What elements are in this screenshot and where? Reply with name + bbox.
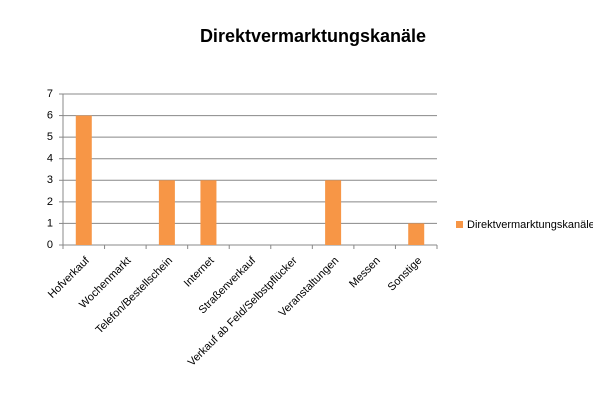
chart-title: Direktvermarktungskanäle — [200, 26, 426, 46]
legend-label: Direktvermarktungskanäle — [467, 219, 593, 231]
y-tick-label: 7 — [47, 88, 53, 100]
bar — [200, 180, 217, 245]
y-tick-label: 5 — [47, 131, 53, 143]
bar — [325, 180, 342, 245]
y-tick-label: 6 — [47, 109, 53, 121]
bar — [408, 223, 425, 245]
x-tick-label: Telefon/Bestellschein — [94, 255, 176, 337]
bar — [75, 115, 92, 245]
legend-swatch — [456, 221, 463, 228]
y-tick-label: 4 — [47, 153, 53, 165]
bar — [158, 180, 175, 245]
x-tick-label: Internet — [182, 255, 217, 290]
y-tick-label: 2 — [47, 196, 53, 208]
x-tick-label: Messen — [347, 255, 383, 291]
y-tick-label: 1 — [47, 217, 53, 229]
y-tick-label: 3 — [47, 174, 53, 186]
x-tick-label: Sonstige — [386, 255, 425, 294]
y-tick-label: 0 — [47, 239, 53, 251]
